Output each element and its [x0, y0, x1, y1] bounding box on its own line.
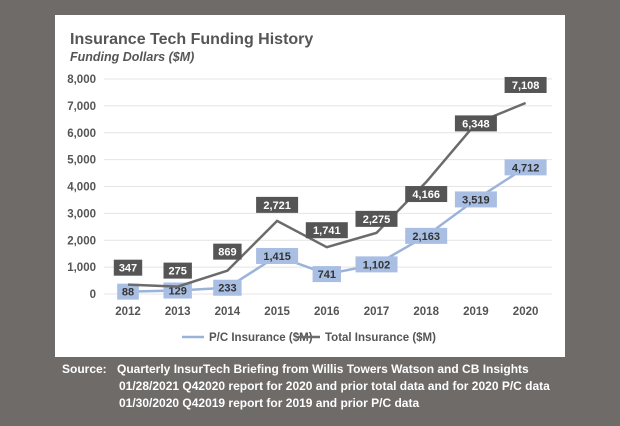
y-tick-label: 4,000	[67, 182, 96, 194]
data-label-box	[504, 159, 547, 176]
y-tick-label: 5,000	[67, 155, 96, 167]
source-line-3: 01/30/2020 Q42019 report for 2019 and pr…	[119, 396, 420, 410]
x-tick-label: 2017	[364, 306, 390, 318]
data-label-box	[504, 76, 547, 93]
data-label-box	[454, 191, 497, 208]
chart-subtitle: Funding Dollars ($M)	[70, 50, 195, 64]
data-label-box	[117, 283, 139, 300]
chart-title: Insurance Tech Funding History	[70, 31, 314, 48]
data-label-box	[454, 115, 497, 132]
data-label-box	[405, 186, 448, 203]
data-label-box	[163, 262, 192, 279]
data-label: 869	[218, 247, 236, 259]
y-tick-label: 0	[90, 289, 96, 301]
data-label: 1,415	[263, 251, 291, 263]
x-tick-label: 2019	[463, 306, 489, 318]
y-tick-label: 7,000	[67, 101, 96, 113]
data-label-box	[213, 279, 242, 296]
data-label: 88	[122, 287, 134, 299]
data-label: 1,102	[363, 259, 391, 271]
legend-label: P/C Insurance ($M)	[209, 332, 313, 344]
data-label: 7,108	[512, 80, 540, 92]
data-label: 3,519	[462, 194, 490, 206]
data-label: 2,721	[263, 200, 291, 212]
y-tick-label: 2,000	[67, 235, 96, 247]
data-label: 741	[318, 269, 336, 281]
y-tick-label: 3,000	[67, 208, 96, 220]
x-tick-label: 2014	[215, 306, 241, 318]
x-tick-label: 2020	[513, 306, 539, 318]
x-tick-label: 2018	[413, 306, 439, 318]
data-label-box	[312, 266, 341, 283]
data-label-box	[256, 196, 299, 213]
data-label-box	[213, 243, 242, 260]
x-tick-label: 2012	[115, 306, 141, 318]
y-tick-label: 8,000	[67, 74, 96, 86]
data-label-box	[113, 259, 143, 276]
data-label: 2,275	[363, 214, 391, 226]
y-tick-label: 6,000	[67, 128, 96, 140]
data-label-box	[355, 210, 398, 227]
data-label-box	[305, 222, 348, 239]
data-label: 233	[218, 283, 236, 295]
data-label: 275	[169, 266, 187, 278]
source-label: Source:	[62, 362, 107, 376]
x-tick-label: 2013	[165, 306, 191, 318]
source-line-1: Quarterly InsurTech Briefing from Willis…	[117, 362, 529, 376]
y-tick-label: 1,000	[67, 262, 96, 274]
data-label-box	[405, 227, 448, 244]
data-label: 4,712	[512, 162, 540, 174]
x-tick-label: 2015	[264, 306, 290, 318]
data-label: 129	[169, 286, 187, 298]
x-tick-label: 2016	[314, 306, 340, 318]
data-label: 2,163	[412, 231, 440, 243]
legend-label: Total Insurance ($M)	[325, 332, 436, 344]
series-line-total	[127, 101, 527, 288]
data-label: 6,348	[462, 118, 490, 130]
data-label: 4,166	[412, 189, 440, 201]
data-label: 1,741	[313, 225, 341, 237]
data-label: 347	[119, 263, 137, 275]
data-label-box	[355, 256, 398, 273]
data-label-box	[256, 247, 299, 264]
source-line-2: 01/28/2021 Q42020 report for 2020 and pr…	[119, 379, 550, 393]
